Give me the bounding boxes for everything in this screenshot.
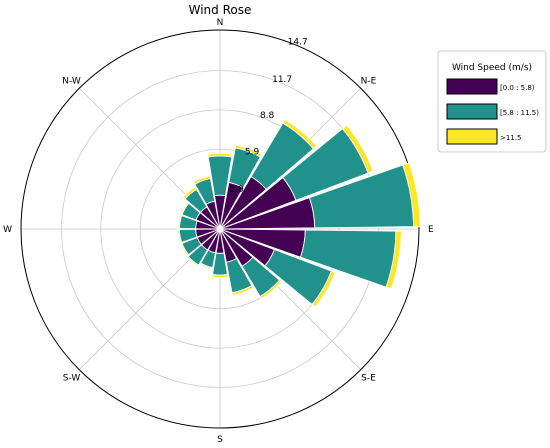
direction-label: E <box>428 225 434 235</box>
direction-label: S-W <box>63 373 81 383</box>
bar-segment <box>186 255 200 267</box>
direction-label: N <box>217 18 224 28</box>
bar-segment <box>207 152 233 158</box>
bar-segment <box>234 144 263 158</box>
bar-segment <box>402 162 421 228</box>
bar-segment <box>177 229 183 244</box>
direction-label: N-W <box>62 77 81 87</box>
wind-bars <box>177 118 421 308</box>
legend: Wind Speed (m/s) [0.0 : 5.8) [5.8 : 11.5)… <box>437 50 547 153</box>
bar-segment <box>177 214 183 229</box>
radial-tick-label: 5.9 <box>245 148 260 158</box>
direction-label: W <box>3 225 12 235</box>
bar-segment <box>180 242 190 257</box>
radial-tick-label: 8.8 <box>260 111 275 121</box>
bar-segment <box>282 118 318 150</box>
bar-segment <box>192 175 211 185</box>
direction-label: N-E <box>361 77 377 87</box>
bar-segment <box>341 124 374 174</box>
outer-ring <box>20 29 420 429</box>
radial-tick-label: 11.7 <box>272 75 292 85</box>
radial-tick-label: 2.9 <box>229 185 244 195</box>
bar-segment <box>385 230 402 290</box>
direction-label: S-E <box>361 373 376 383</box>
legend-frame <box>437 50 547 153</box>
legend-title: Wind Speed (m/s) <box>452 63 532 73</box>
bar-segment <box>180 201 190 216</box>
axis-labels: N N-E E S-E S S-W W N-W 2.9 5.9 8.8 11.7 14.7 <box>3 18 434 445</box>
bar-segment <box>259 279 283 300</box>
legend-entry-label: [0.0 : 5.8) <box>500 84 535 92</box>
chart-title: Wind Rose <box>189 3 252 17</box>
bar-segment <box>311 270 336 308</box>
legend-swatch <box>446 103 498 120</box>
direction-label: S <box>217 435 223 445</box>
legend-entry-label: [5.8 : 11.5) <box>500 109 539 117</box>
bar-segment <box>182 186 198 200</box>
legend-swatch <box>446 78 498 95</box>
bar-segment <box>211 273 229 279</box>
bar-segment <box>231 285 254 297</box>
legend-swatch <box>446 128 498 145</box>
legend-entry-label: >11.5 <box>500 134 521 142</box>
radial-tick-label: 14.7 <box>288 37 308 47</box>
bar-segment <box>199 262 214 270</box>
